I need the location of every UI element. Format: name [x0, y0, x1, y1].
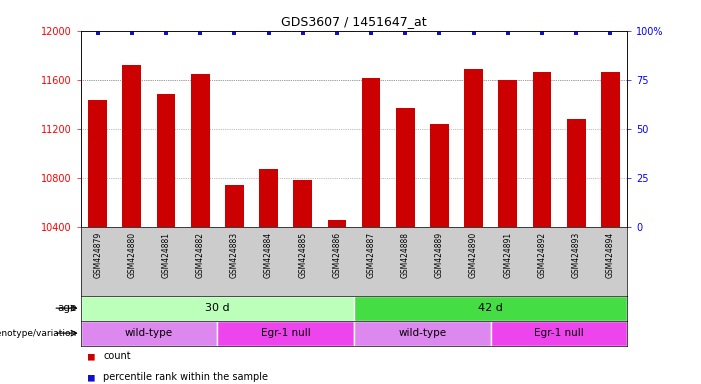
- Bar: [88, 101, 107, 227]
- Text: GSM424889: GSM424889: [435, 232, 444, 278]
- Text: GSM424893: GSM424893: [571, 232, 580, 278]
- Text: GSM424891: GSM424891: [503, 232, 512, 278]
- Bar: [464, 69, 483, 227]
- Bar: [362, 78, 381, 227]
- Bar: [354, 321, 491, 346]
- Bar: [191, 74, 210, 227]
- Text: Egr-1 null: Egr-1 null: [534, 328, 584, 338]
- Text: ■: ■: [88, 372, 95, 382]
- Text: wild-type: wild-type: [125, 328, 173, 338]
- Bar: [354, 296, 627, 321]
- Bar: [81, 296, 354, 321]
- Text: GSM424894: GSM424894: [606, 232, 615, 278]
- Text: GSM424883: GSM424883: [230, 232, 239, 278]
- Bar: [430, 124, 449, 227]
- Text: 42 d: 42 d: [478, 303, 503, 313]
- Text: GSM424892: GSM424892: [538, 232, 547, 278]
- Bar: [327, 220, 346, 227]
- Bar: [293, 180, 312, 227]
- Text: GSM424885: GSM424885: [298, 232, 307, 278]
- Bar: [533, 72, 552, 227]
- Bar: [81, 321, 217, 346]
- Bar: [491, 321, 627, 346]
- Text: ■: ■: [88, 351, 95, 361]
- Text: Egr-1 null: Egr-1 null: [261, 328, 311, 338]
- Bar: [498, 79, 517, 227]
- Bar: [217, 321, 354, 346]
- Text: GSM424887: GSM424887: [367, 232, 376, 278]
- Bar: [566, 119, 585, 227]
- Bar: [123, 65, 142, 227]
- Text: GSM424882: GSM424882: [196, 232, 205, 278]
- Text: GSM424879: GSM424879: [93, 232, 102, 278]
- Bar: [225, 185, 244, 227]
- Bar: [396, 108, 415, 227]
- Text: GSM424886: GSM424886: [332, 232, 341, 278]
- Title: GDS3607 / 1451647_at: GDS3607 / 1451647_at: [281, 15, 427, 28]
- Text: age: age: [57, 303, 77, 313]
- Text: GSM424880: GSM424880: [128, 232, 137, 278]
- Text: genotype/variation: genotype/variation: [0, 329, 77, 338]
- Text: percentile rank within the sample: percentile rank within the sample: [103, 372, 268, 382]
- Text: GSM424890: GSM424890: [469, 232, 478, 278]
- Text: wild-type: wild-type: [398, 328, 447, 338]
- Bar: [156, 94, 175, 227]
- Bar: [601, 72, 620, 227]
- Text: count: count: [103, 351, 130, 361]
- Text: GSM424884: GSM424884: [264, 232, 273, 278]
- Text: GSM424881: GSM424881: [161, 232, 170, 278]
- Bar: [259, 169, 278, 227]
- Text: 30 d: 30 d: [205, 303, 230, 313]
- Text: GSM424888: GSM424888: [401, 232, 410, 278]
